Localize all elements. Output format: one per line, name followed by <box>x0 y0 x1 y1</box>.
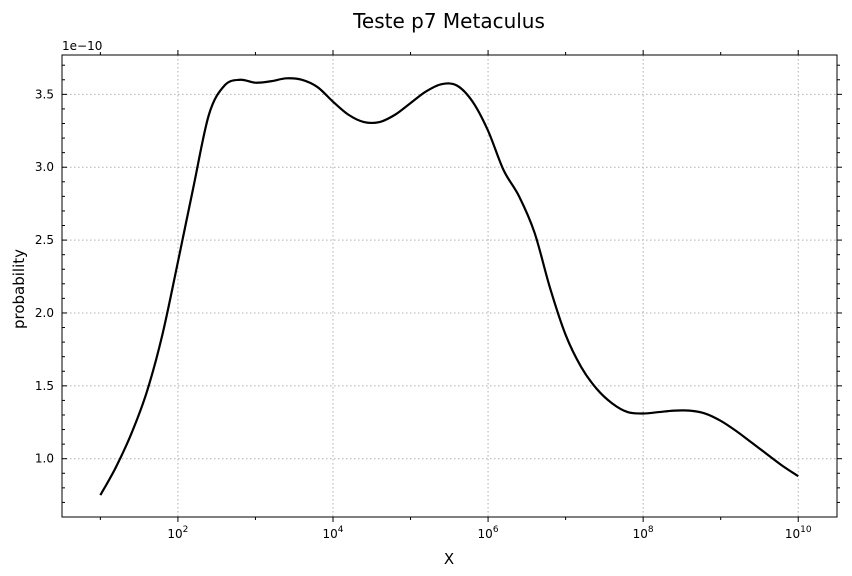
y-tick-label: 2.5 <box>35 233 54 247</box>
chart-title: Teste p7 Metaculus <box>352 9 545 33</box>
y-tick-label: 3.0 <box>35 160 54 174</box>
data-series <box>99 77 799 496</box>
x-tick-label: 1010 <box>785 525 812 541</box>
y-axis-label: probability <box>10 249 28 329</box>
tick-labels: 102 104 106 108 1010 1.0 1.5 2.0 2.5 3.0 3.5 <box>35 87 812 541</box>
y-tick-label: 1.5 <box>35 379 54 393</box>
x-tick-label: 106 <box>478 525 499 541</box>
grid <box>62 55 837 517</box>
series-line <box>99 77 799 496</box>
x-axis-label: X <box>444 550 454 568</box>
y-tick-label: 2.0 <box>35 306 54 320</box>
plot-frame <box>61 54 838 518</box>
y-tick-label: 3.5 <box>35 87 54 101</box>
x-tick-label: 108 <box>633 525 654 541</box>
y-tick-label: 1.0 <box>35 452 54 466</box>
y-offset-label: 1e−10 <box>62 39 102 53</box>
x-tick-label: 104 <box>322 525 343 541</box>
axis-ticks <box>62 50 842 522</box>
x-tick-label: 102 <box>167 525 188 541</box>
